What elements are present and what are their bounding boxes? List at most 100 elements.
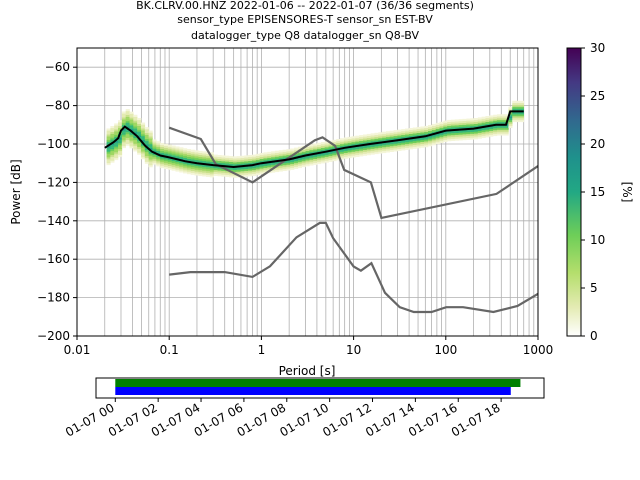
heatmap-cell <box>152 160 157 163</box>
heatmap-cell <box>160 142 165 146</box>
heatmap-cell <box>504 118 509 121</box>
heatmap-cell <box>401 131 406 134</box>
heatmap-cell <box>144 154 149 157</box>
heatmap-cell <box>447 139 452 142</box>
heatmap-cell <box>110 154 115 157</box>
heatmap-cell <box>148 144 153 147</box>
heatmap-cell <box>408 135 414 138</box>
heatmap-cell <box>504 125 509 128</box>
heatmap-cell <box>148 140 153 143</box>
heatmap-cell <box>301 149 306 152</box>
heatmap-cell <box>144 127 149 130</box>
heatmap-cell <box>397 144 402 148</box>
heatmap-cell <box>225 155 230 158</box>
heatmap-cell <box>133 130 138 133</box>
heatmap-cell <box>129 117 134 120</box>
heatmap-cell <box>114 152 119 155</box>
heatmap-cell <box>213 173 218 176</box>
heatmap-cell <box>305 160 310 163</box>
heatmap-cell <box>317 146 322 149</box>
heatmap-cell <box>297 164 303 167</box>
heatmap-cell <box>286 160 291 163</box>
heatmap-cell <box>485 119 490 123</box>
heatmap-cell <box>137 150 142 153</box>
heatmap-cell <box>229 159 234 163</box>
heatmap-cell <box>133 149 138 152</box>
heatmap-cell <box>382 135 387 138</box>
heatmap-cell <box>405 130 410 133</box>
heatmap-cell <box>374 132 379 135</box>
heatmap-cell <box>125 112 130 116</box>
heatmap-cell <box>125 118 130 121</box>
heatmap-cell <box>508 114 513 117</box>
heatmap-cell <box>328 152 333 155</box>
heatmap-cell <box>378 136 383 139</box>
heatmap-cell <box>477 125 482 128</box>
colorbar-tick-label: 5 <box>590 281 598 295</box>
heatmap-cell <box>259 172 264 175</box>
heatmap-cell <box>294 162 299 166</box>
heatmap-cell <box>428 142 433 145</box>
heatmap-cell <box>408 141 414 144</box>
heatmap-cell <box>160 146 165 149</box>
heatmap-cell <box>405 136 410 139</box>
heatmap-cell <box>152 149 157 152</box>
heatmap-cell <box>431 127 436 130</box>
heatmap-cell <box>405 128 410 131</box>
heatmap-cell <box>274 169 280 173</box>
heatmap-cell <box>309 144 314 147</box>
heatmap-cell <box>477 121 482 124</box>
heatmap-cell <box>435 136 440 139</box>
heatmap-cell <box>466 120 471 123</box>
heatmap-cell <box>516 112 521 115</box>
heatmap-cell <box>450 136 456 140</box>
heatmap-cell <box>137 144 142 148</box>
heatmap-cell <box>114 140 119 143</box>
heatmap-cell <box>512 114 517 117</box>
heatmap-cell <box>183 165 188 168</box>
heatmap-cell <box>504 129 509 132</box>
heatmap-cell <box>140 137 146 141</box>
heatmap-cell <box>156 156 161 159</box>
heatmap-cell <box>416 140 421 143</box>
heatmap-cell <box>121 115 126 118</box>
heatmap-cell <box>362 151 368 154</box>
heatmap-cell <box>393 130 398 133</box>
heatmap-cell <box>286 153 291 156</box>
heatmap-cell <box>175 161 180 164</box>
heatmap-cell <box>274 156 280 159</box>
heatmap-cell <box>397 129 402 132</box>
heatmap-cell <box>221 157 226 160</box>
heatmap-cell <box>382 145 387 148</box>
heatmap-cell <box>110 135 115 138</box>
heatmap-cell <box>393 141 398 144</box>
x-tick-label: 1 <box>258 343 266 357</box>
heatmap-cell <box>175 156 180 159</box>
heatmap-cell <box>110 156 115 159</box>
heatmap-cell <box>431 131 436 134</box>
noise-model-lower <box>169 221 538 314</box>
heatmap-cell <box>286 162 291 165</box>
heatmap-cell <box>179 147 184 150</box>
heatmap-cell <box>286 164 291 167</box>
heatmap-cell <box>144 138 149 141</box>
heatmap-cell <box>481 128 486 131</box>
heatmap-cell <box>206 167 211 170</box>
heatmap-cell <box>282 153 287 156</box>
heatmap-cell <box>309 159 314 162</box>
heatmap-cell <box>420 134 425 137</box>
heatmap-cell <box>412 129 417 132</box>
heatmap-cell <box>447 133 452 136</box>
heatmap-cell <box>198 156 203 159</box>
heatmap-cell <box>428 132 433 135</box>
heatmap-cell <box>278 154 283 157</box>
heatmap-cell <box>370 148 375 151</box>
heatmap-cell <box>401 129 406 132</box>
heatmap-cell <box>466 124 471 127</box>
heatmap-cell <box>366 145 371 148</box>
heatmap-cell <box>190 157 195 160</box>
heatmap-cell <box>274 154 280 157</box>
heatmap-cell <box>144 140 149 143</box>
heatmap-cell <box>493 132 498 135</box>
heatmap-cell <box>443 128 448 131</box>
